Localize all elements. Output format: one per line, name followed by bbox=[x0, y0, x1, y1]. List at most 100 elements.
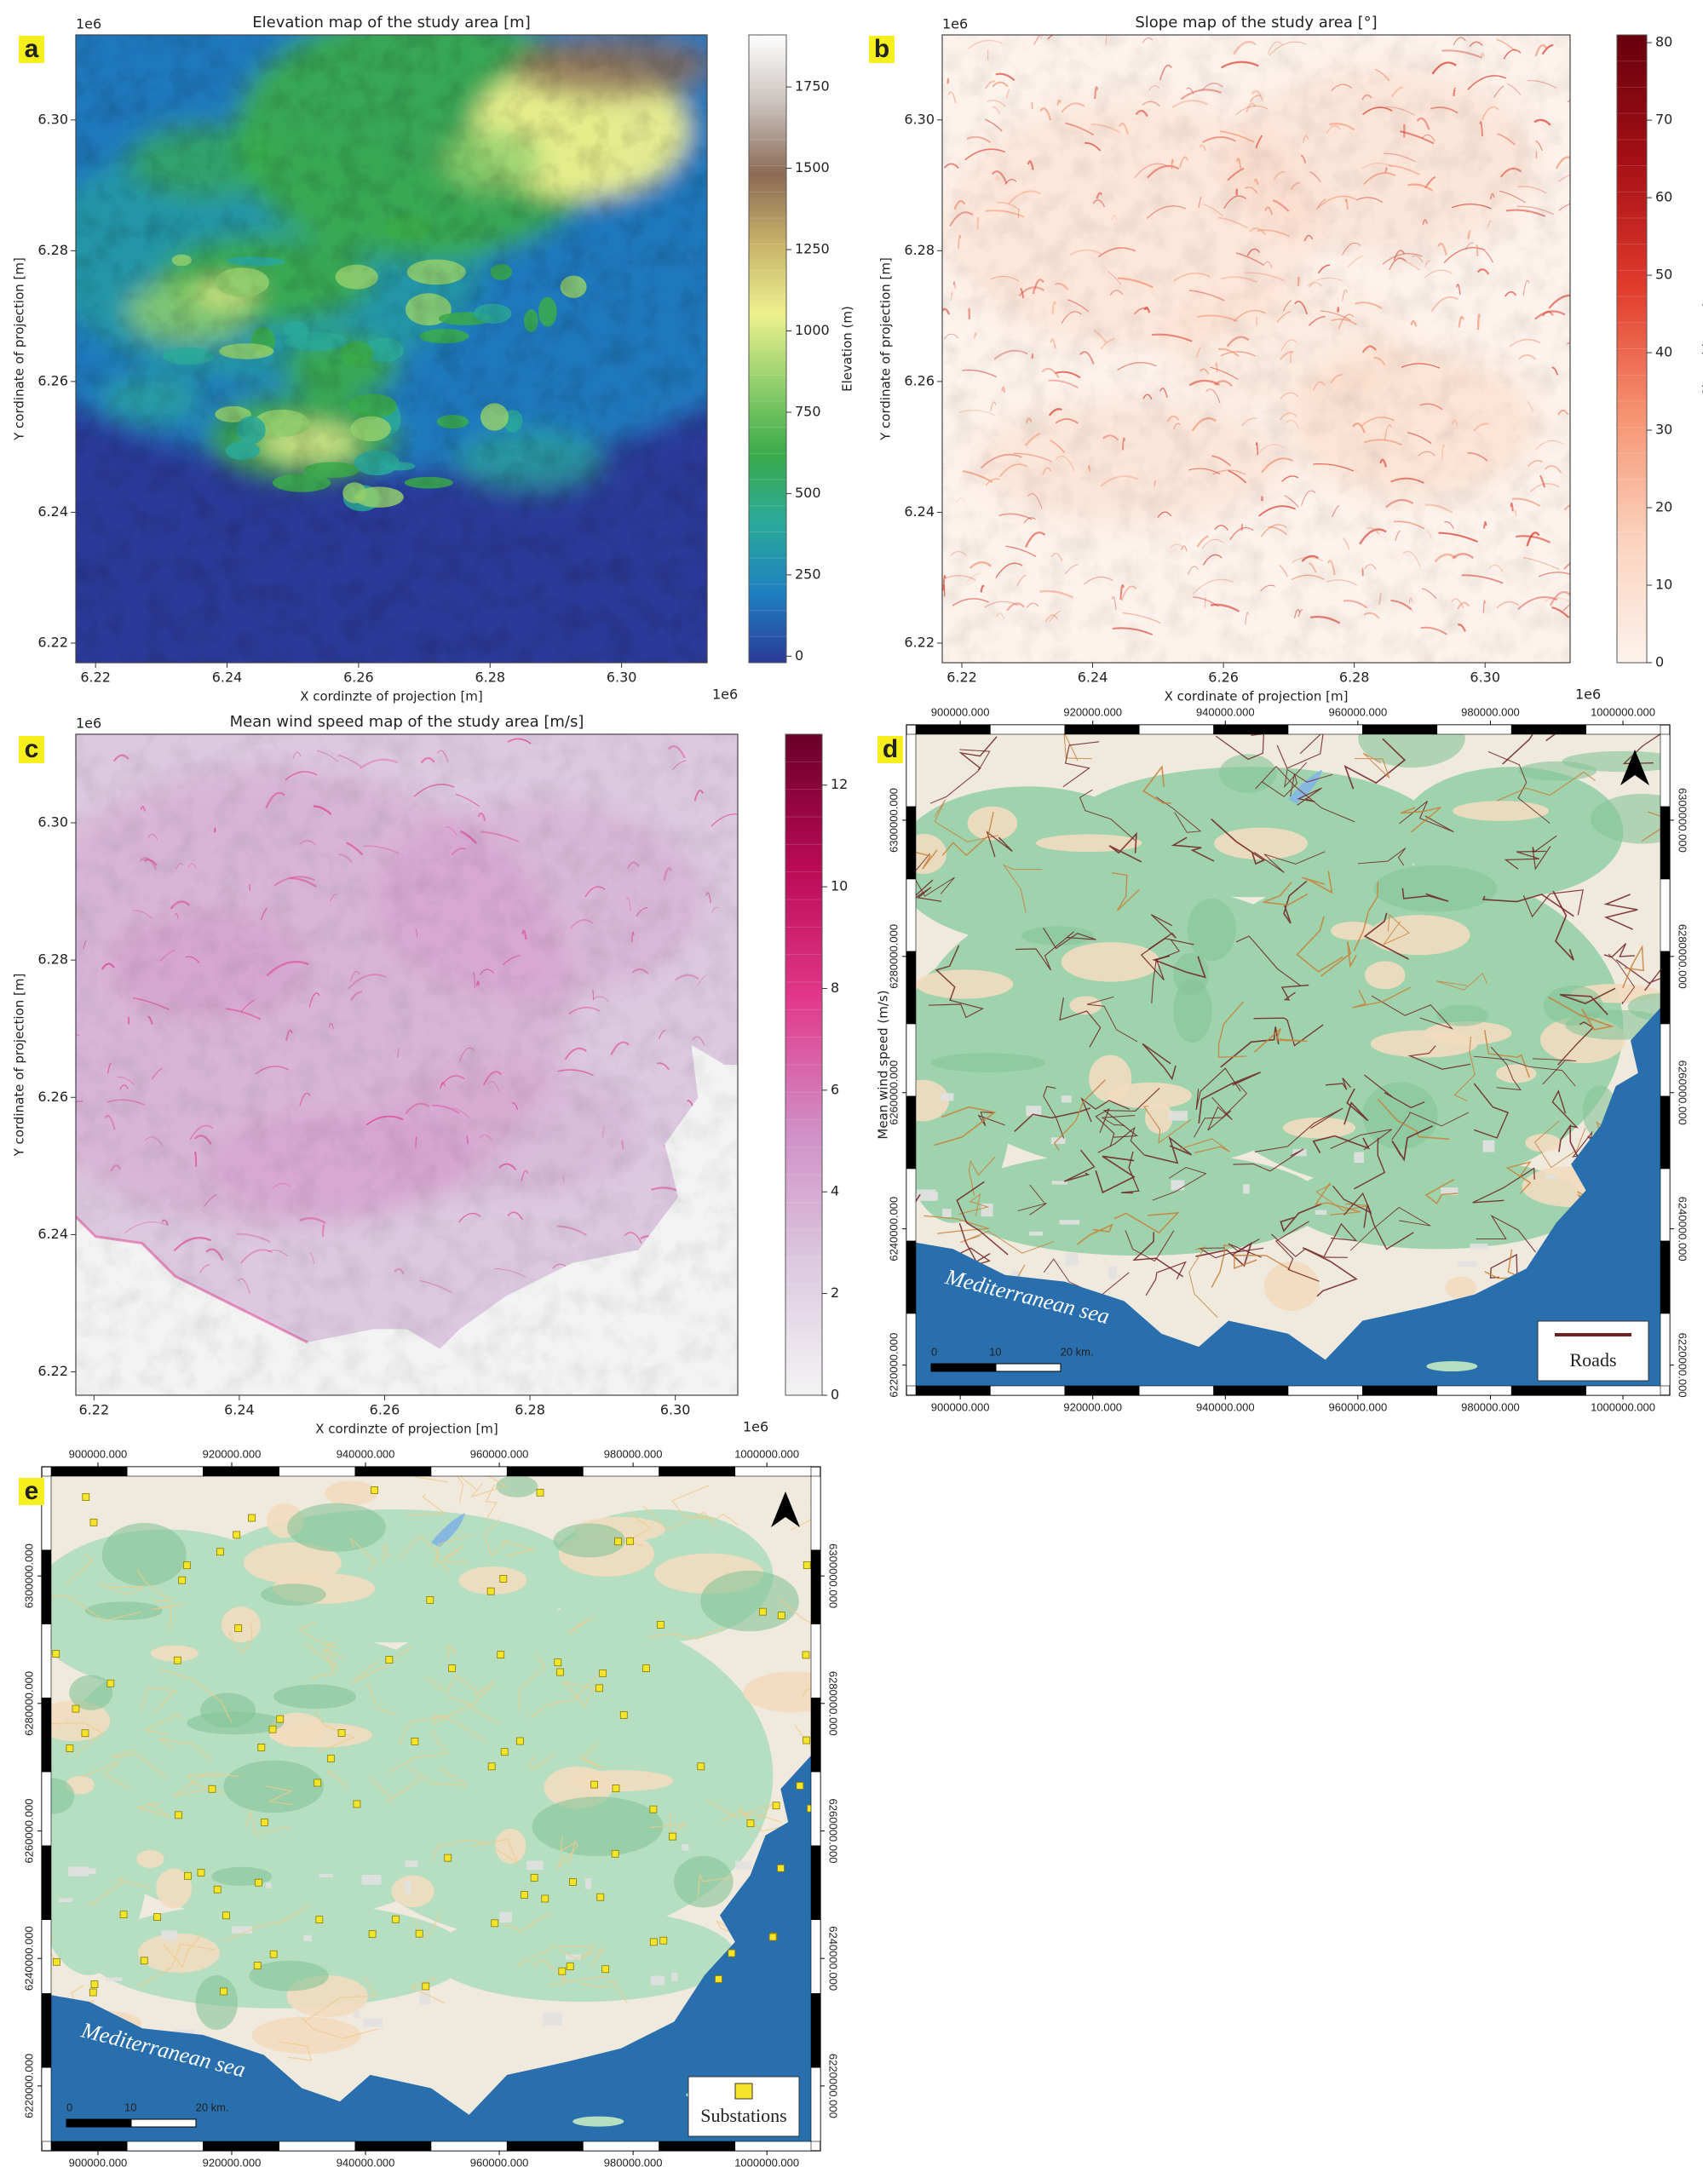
x-offset: 1e6 bbox=[1575, 687, 1601, 703]
x-tick-label: 6.28 bbox=[475, 670, 505, 686]
x-tick-label: 900000.000 bbox=[69, 1447, 128, 1460]
frame-segment bbox=[1437, 1386, 1511, 1395]
x-tick-label: 6.28 bbox=[1339, 670, 1370, 686]
frame-segment bbox=[1586, 725, 1660, 734]
colorbar-tick-label: 8 bbox=[831, 980, 839, 996]
substation bbox=[386, 1657, 393, 1664]
frame-segment bbox=[1511, 1386, 1585, 1395]
substation bbox=[209, 1785, 216, 1792]
substation bbox=[613, 1785, 619, 1792]
frame-segment bbox=[507, 2141, 583, 2151]
substation bbox=[53, 1958, 60, 1965]
y-tick-label: 6260000.000 bbox=[827, 1799, 840, 1864]
frame-segment bbox=[1660, 1313, 1670, 1386]
x-tick-label: 6.30 bbox=[660, 1402, 691, 1418]
frame-segment bbox=[1362, 725, 1436, 734]
substation bbox=[542, 1895, 549, 1902]
frame-segment bbox=[1660, 1024, 1670, 1096]
dark-forest bbox=[223, 1761, 324, 1813]
frame-segment bbox=[906, 951, 916, 1024]
substation bbox=[427, 1596, 434, 1603]
legend-label: Substations bbox=[700, 2105, 786, 2126]
raster bbox=[0, 734, 768, 1395]
substation bbox=[600, 1670, 607, 1676]
urban bbox=[406, 1860, 418, 1867]
y-tick-label: 6.26 bbox=[37, 372, 68, 388]
substation bbox=[747, 1819, 754, 1826]
colorbar-tick-label: 2 bbox=[831, 1285, 839, 1301]
frame-segment bbox=[42, 1550, 51, 1624]
frame-segment bbox=[659, 1467, 735, 1476]
frame-segment bbox=[811, 1993, 820, 2067]
legend-symbol bbox=[735, 2083, 752, 2099]
y-tick-label: 6300000.000 bbox=[887, 788, 900, 853]
panel-label: b bbox=[874, 35, 889, 63]
substation bbox=[277, 1716, 284, 1722]
substation bbox=[612, 1850, 618, 1857]
y-tick-label: 6.24 bbox=[904, 503, 935, 520]
frame-segment bbox=[1660, 1169, 1670, 1241]
y-tick-label: 6240000.000 bbox=[887, 1197, 900, 1262]
y-tick-label: 6300000.000 bbox=[22, 1543, 35, 1608]
substation bbox=[698, 1763, 705, 1770]
farmland bbox=[1331, 922, 1376, 940]
frame-segment bbox=[1660, 1241, 1670, 1313]
substation bbox=[221, 1988, 227, 1995]
x-tick-label: 900000.000 bbox=[931, 705, 990, 718]
farmland bbox=[136, 1850, 164, 1868]
urban bbox=[161, 1930, 177, 1940]
colorbar-tick-label: 1500 bbox=[795, 159, 830, 175]
urban bbox=[544, 2013, 562, 2026]
y-tick-label: 6220000.000 bbox=[887, 1333, 900, 1398]
colorbar-tick-label: 40 bbox=[1655, 344, 1672, 360]
chart-title: Mean wind speed map of the study area [m… bbox=[230, 713, 584, 731]
dark-forest bbox=[69, 1675, 112, 1710]
substation bbox=[650, 1806, 657, 1813]
frame-segment bbox=[906, 807, 916, 879]
colorbar bbox=[749, 35, 786, 663]
panel-label: e bbox=[25, 1477, 39, 1505]
frame-segment bbox=[1660, 1096, 1670, 1169]
chart-title: Slope map of the study area [°] bbox=[1135, 14, 1377, 32]
substation bbox=[773, 1802, 780, 1809]
substation bbox=[314, 1779, 321, 1786]
urban bbox=[303, 1935, 311, 1941]
urban bbox=[354, 2011, 360, 2018]
urban bbox=[1029, 1232, 1043, 1236]
y-axis-label: Y cordinate of projection [m] bbox=[12, 974, 27, 1158]
scale-bar bbox=[931, 1364, 996, 1371]
substation bbox=[669, 1833, 676, 1840]
y-tick-label: 6.28 bbox=[37, 951, 68, 968]
x-tick-label: 6.30 bbox=[607, 670, 637, 686]
frame-segment bbox=[1139, 725, 1213, 734]
substation bbox=[90, 1519, 97, 1526]
x-offset: 1e6 bbox=[712, 687, 738, 703]
substation bbox=[516, 1738, 523, 1744]
colorbar-tick-label: 80 bbox=[1655, 34, 1672, 50]
y-tick-label: 6240000.000 bbox=[827, 1926, 840, 1991]
urban bbox=[232, 1926, 252, 1934]
farmland bbox=[1264, 1262, 1320, 1311]
x-tick-label: 960000.000 bbox=[1329, 705, 1388, 718]
x-tick-label: 960000.000 bbox=[1329, 1400, 1388, 1413]
substation bbox=[411, 1738, 418, 1744]
colorbar-tick-label: 70 bbox=[1655, 112, 1672, 128]
farmland bbox=[968, 807, 1018, 841]
frame-segment bbox=[203, 1467, 279, 1476]
x-tick-label: 1000000.000 bbox=[734, 1447, 799, 1460]
farmland bbox=[1089, 1055, 1131, 1102]
farmland bbox=[392, 1876, 434, 1907]
urban bbox=[735, 1861, 751, 1870]
panel-label: a bbox=[25, 35, 39, 63]
y-tick-label: 6240000.000 bbox=[22, 1926, 35, 1991]
y-tick-label: 6260000.000 bbox=[1677, 1060, 1689, 1125]
frame-segment bbox=[42, 1920, 51, 1994]
x-tick-label: 960000.000 bbox=[470, 1447, 529, 1460]
x-tick-label: 940000.000 bbox=[337, 1447, 395, 1460]
frame-segment bbox=[51, 2141, 127, 2151]
urban bbox=[1315, 1210, 1326, 1215]
frame-segment bbox=[1586, 1386, 1660, 1395]
frame-segment bbox=[279, 2141, 355, 2151]
